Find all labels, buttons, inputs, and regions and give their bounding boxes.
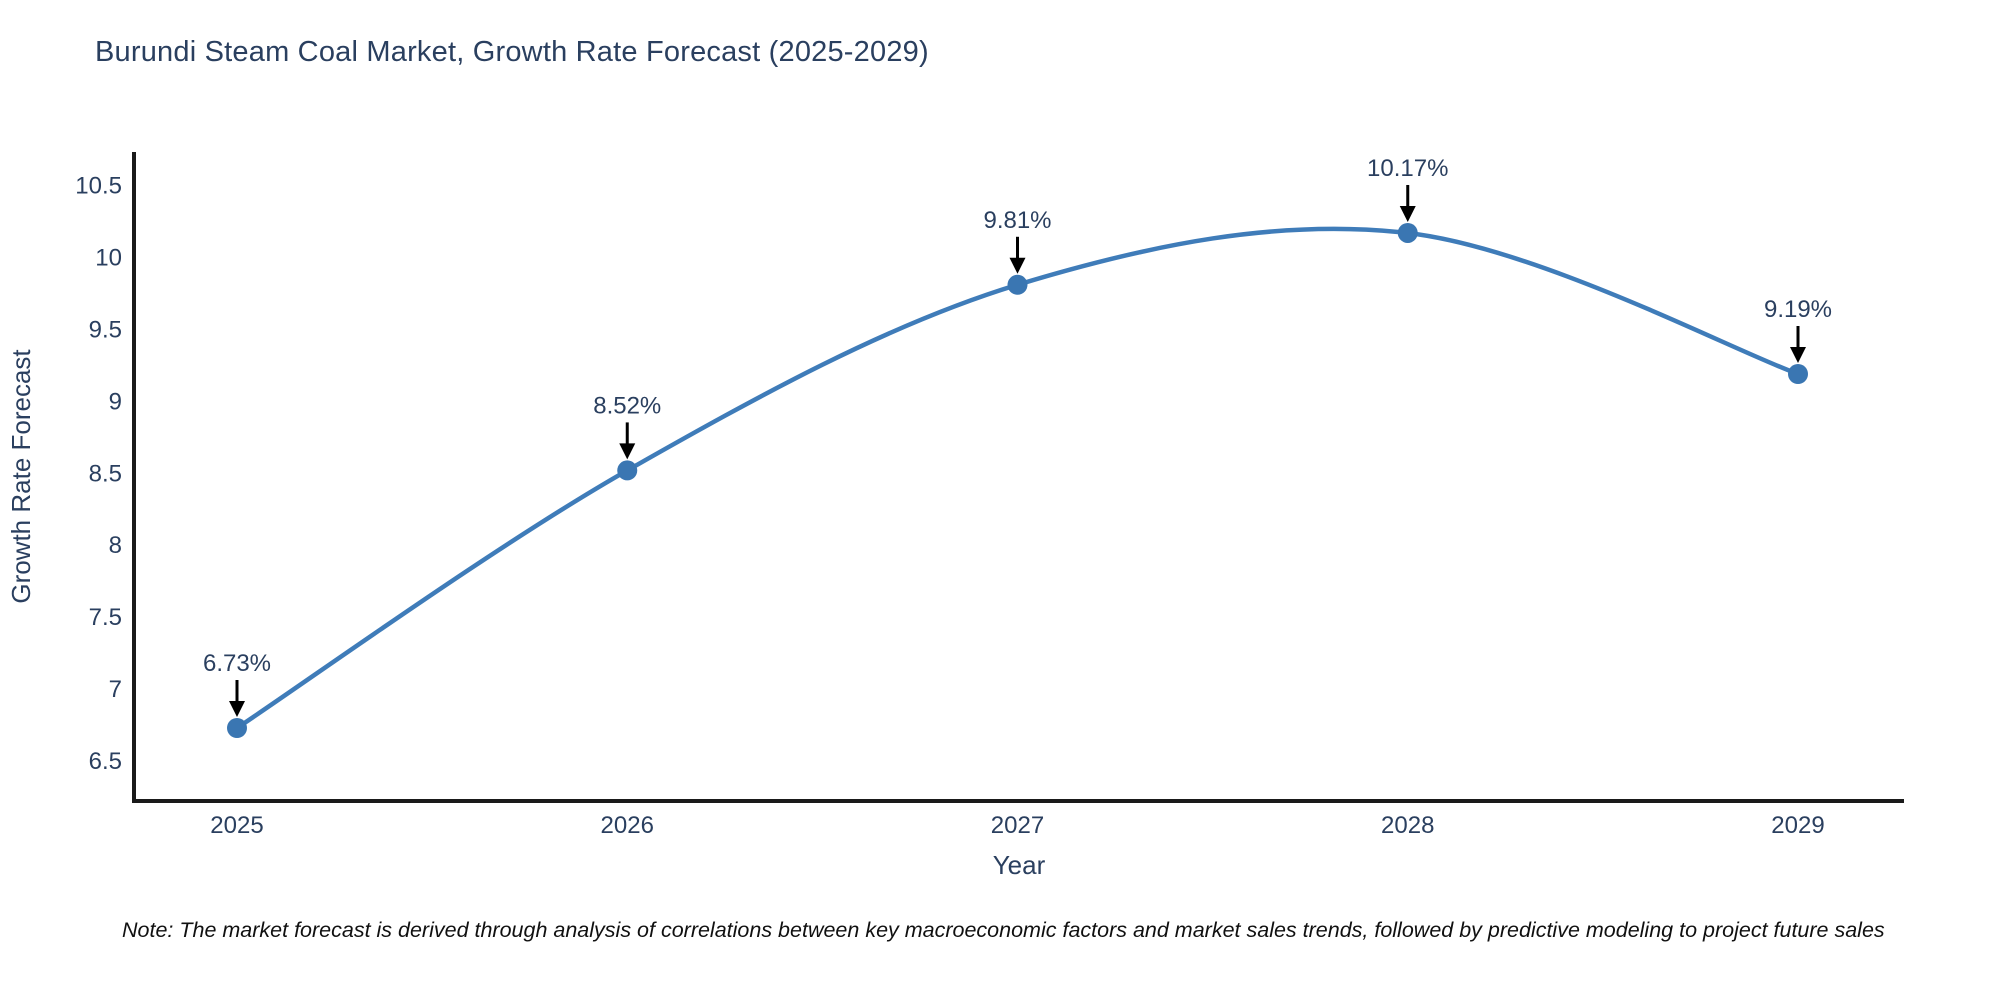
footnote: Note: The market forecast is derived thr… <box>122 918 1885 942</box>
forecast-line <box>234 226 1801 731</box>
annotation-label: 6.73% <box>203 650 271 677</box>
x-tick-label: 2025 <box>210 812 263 839</box>
annotation-arrowhead <box>619 443 636 460</box>
annotation-label: 9.81% <box>983 207 1051 234</box>
y-tick-label: 7 <box>109 676 122 703</box>
data-point-marker <box>617 460 638 481</box>
annotation-label: 10.17% <box>1367 155 1448 182</box>
annotation-arrowhead <box>1399 205 1416 222</box>
x-tick-label: 2026 <box>601 812 654 839</box>
y-tick-label: 8.5 <box>89 460 122 487</box>
data-point-marker <box>1397 222 1418 243</box>
y-axis-title: Growth Rate Forecast <box>6 349 36 604</box>
y-tick-label: 9 <box>109 388 122 415</box>
y-tick-label: 10.5 <box>75 172 122 199</box>
annotation-arrowhead <box>1009 257 1026 274</box>
annotation-label: 9.19% <box>1764 296 1832 323</box>
data-point-marker <box>1788 364 1808 385</box>
x-tick-label: 2028 <box>1381 812 1434 839</box>
y-tick-label: 8 <box>109 532 122 559</box>
x-tick-label: 2027 <box>991 812 1044 839</box>
data-point-marker <box>1007 274 1028 295</box>
y-tick-label: 10 <box>95 244 122 271</box>
y-tick-label: 6.5 <box>89 748 122 775</box>
chart-title: Burundi Steam Coal Market, Growth Rate F… <box>95 36 929 68</box>
annotation-arrowhead <box>229 701 245 717</box>
x-axis-title: Year <box>993 850 1046 880</box>
y-tick-label: 7.5 <box>89 604 122 631</box>
x-tick-label: 2029 <box>1771 812 1824 839</box>
y-tick-label: 9.5 <box>89 316 122 343</box>
data-point-marker <box>227 718 247 738</box>
annotation-label: 8.52% <box>593 392 661 419</box>
annotation-arrowhead <box>1790 347 1806 364</box>
